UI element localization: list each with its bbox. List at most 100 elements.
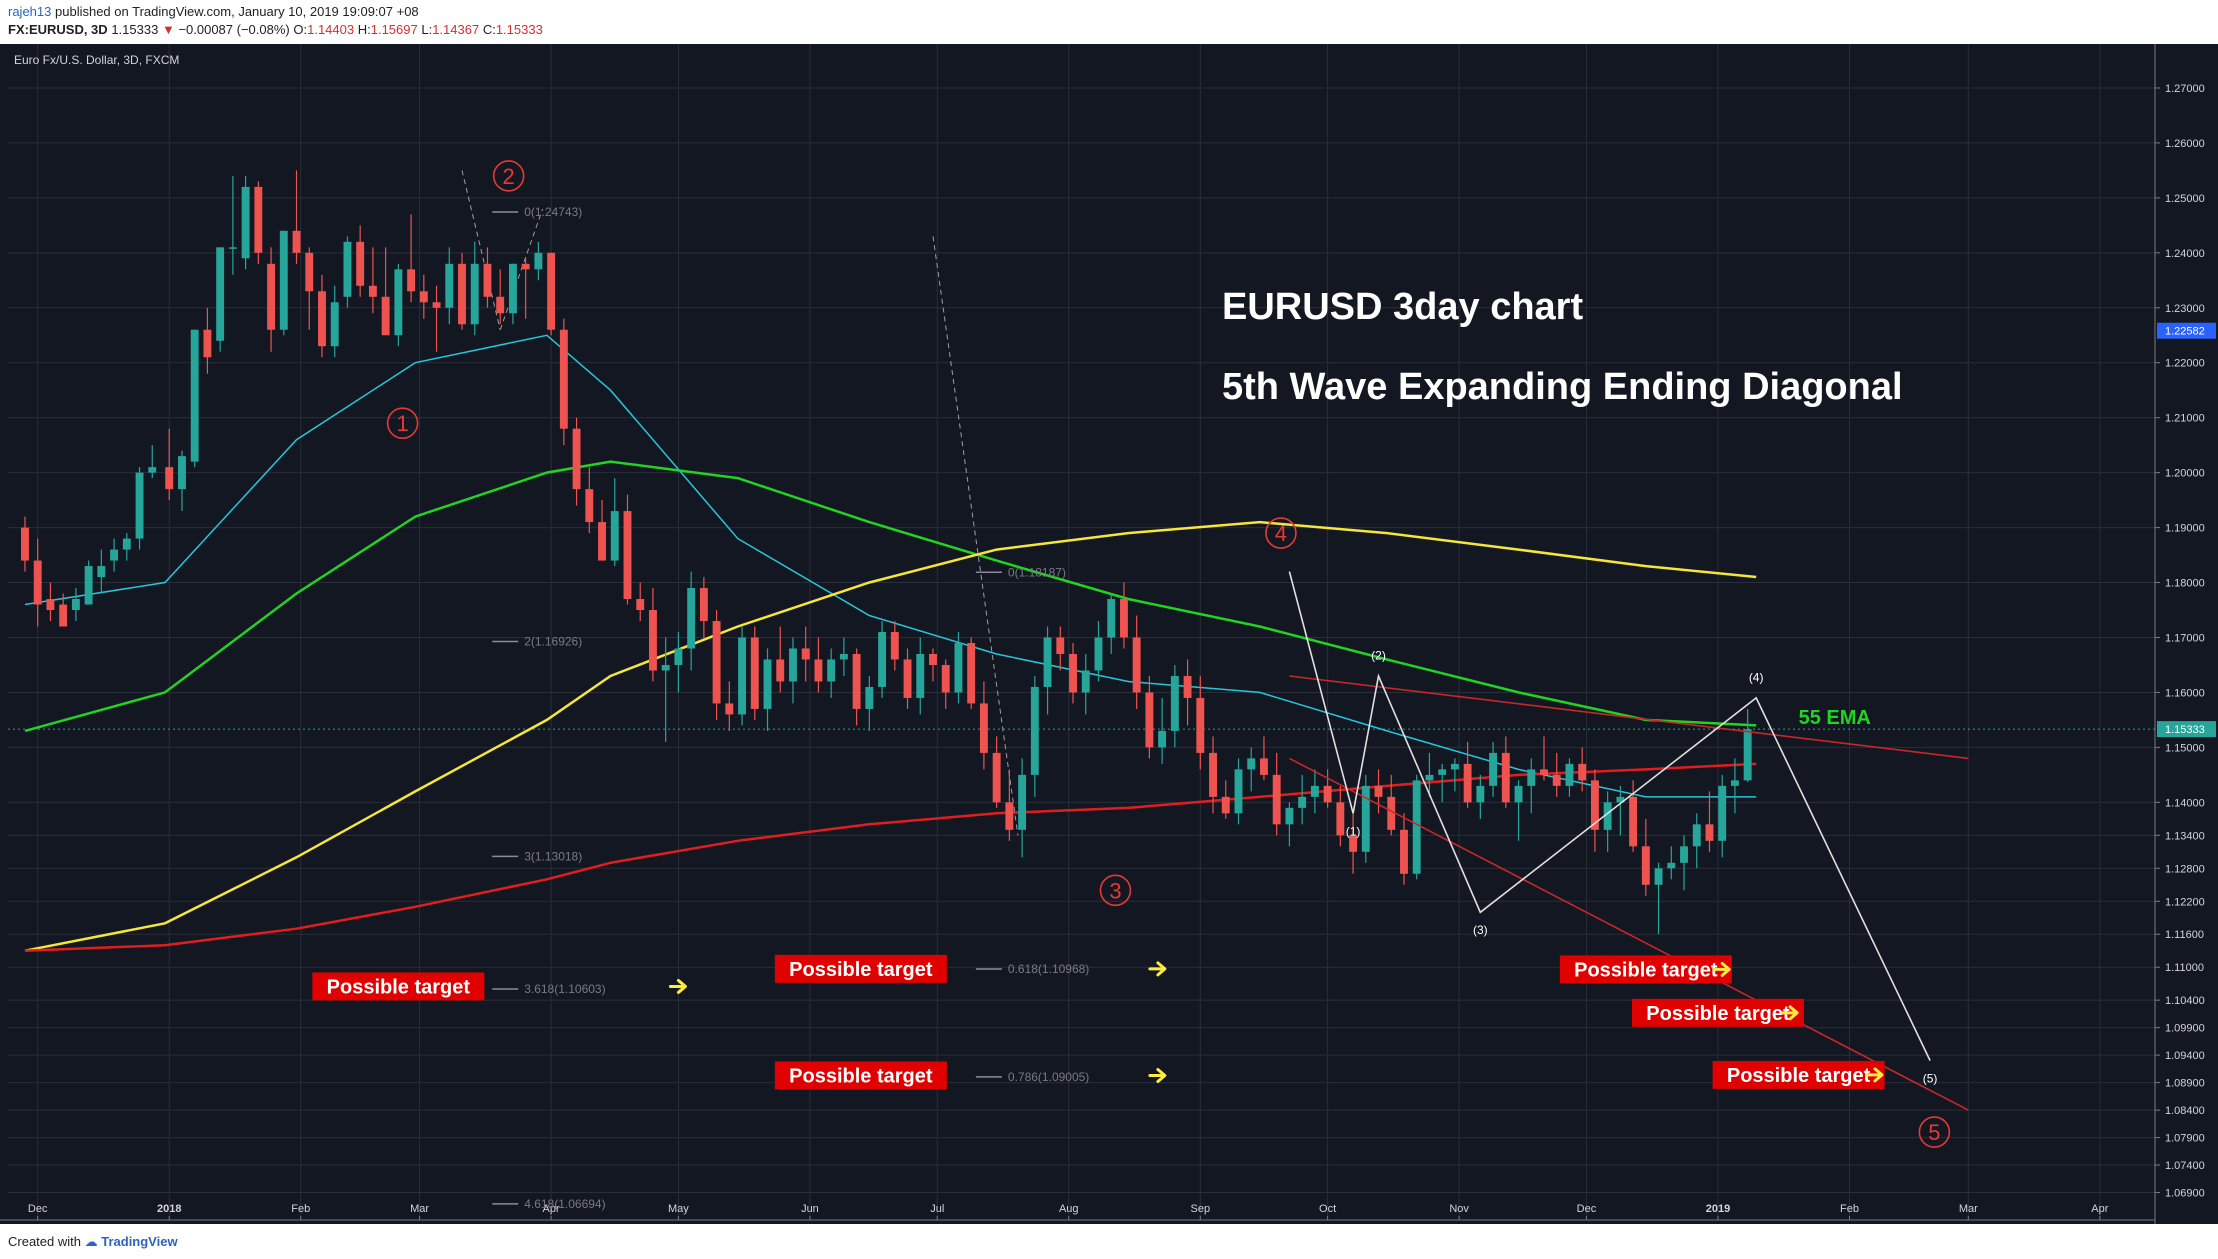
candle xyxy=(343,236,352,308)
candle xyxy=(135,467,144,550)
candle-body xyxy=(254,186,263,253)
candle-body xyxy=(458,263,466,325)
candle xyxy=(1667,846,1676,880)
candle xyxy=(1272,752,1281,836)
possible-target-label: Possible target xyxy=(1559,955,1732,984)
candle xyxy=(279,230,288,336)
price-tick-label: 1.08900 xyxy=(2165,1078,2205,1090)
candle xyxy=(508,263,517,325)
candle-body xyxy=(1005,802,1014,830)
candle xyxy=(97,549,106,594)
price-badge xyxy=(2157,721,2216,738)
price-chart[interactable]: 1.27000 1.26000 1.25000 1.24000 1.23000 1.220… xyxy=(0,44,2218,1224)
candle xyxy=(839,637,848,676)
candle-body xyxy=(508,263,517,314)
candle xyxy=(1196,675,1205,770)
candle-body xyxy=(190,329,199,462)
candle-body xyxy=(1400,829,1408,874)
candle xyxy=(534,241,543,281)
candle xyxy=(903,648,912,709)
chart-footer: Created with ☁ TradingView xyxy=(0,1224,2218,1259)
candle-body xyxy=(725,703,734,715)
candle xyxy=(598,500,606,561)
candle xyxy=(496,269,505,325)
candle-body xyxy=(1272,774,1281,825)
candle xyxy=(1209,736,1217,814)
candle-body xyxy=(1119,599,1128,638)
price-tick-label: 1.15000 xyxy=(2165,742,2205,754)
wave-label-1: 1 xyxy=(386,407,419,439)
candle-body xyxy=(496,296,505,314)
candle xyxy=(916,637,925,715)
candle xyxy=(1578,747,1587,792)
target-text: Possible target xyxy=(789,1065,933,1087)
candle xyxy=(1527,758,1536,814)
candle-body xyxy=(1361,785,1370,852)
low-label: L: xyxy=(421,22,433,37)
fib-level-label: 0.618(1.10968) xyxy=(1008,962,1089,976)
candle-body xyxy=(572,428,581,490)
candle-body xyxy=(1425,774,1434,781)
wave-label-5: 5 xyxy=(1918,1116,1951,1148)
candle xyxy=(1463,741,1472,808)
candle xyxy=(1603,791,1612,852)
candles xyxy=(21,170,1752,935)
candle-body xyxy=(1183,675,1192,698)
candle xyxy=(623,494,632,605)
wave-circle xyxy=(1918,1116,1951,1148)
author-link[interactable]: rajeh13 xyxy=(8,4,52,19)
candle-body xyxy=(1209,752,1217,797)
candle-body xyxy=(1718,785,1727,841)
candle-body xyxy=(33,560,42,605)
possible-target-label: Possible target xyxy=(312,972,687,1001)
candle-body xyxy=(1069,653,1077,693)
price-tick-label: 1.08400 xyxy=(2165,1105,2205,1117)
candle-body xyxy=(97,566,106,578)
candle xyxy=(71,588,80,622)
candle xyxy=(1450,758,1459,792)
candle xyxy=(1107,593,1116,654)
series-line xyxy=(24,460,1757,733)
candle xyxy=(1730,758,1739,814)
price-tick-label: 1.17000 xyxy=(2165,632,2205,644)
candle xyxy=(789,637,797,704)
candle-body xyxy=(929,653,937,665)
candle xyxy=(1743,708,1752,783)
target-text: Possible target xyxy=(789,959,933,981)
subwave-label: (1) xyxy=(1346,824,1361,838)
candle xyxy=(267,247,276,352)
candle-body xyxy=(1221,796,1230,814)
candle xyxy=(1540,736,1548,781)
created-with-label: Created with xyxy=(8,1234,81,1249)
tradingview-brand[interactable]: TradingView xyxy=(101,1234,178,1249)
candle xyxy=(967,637,976,709)
candle-body xyxy=(318,291,326,347)
price-tick-label: 1.13400 xyxy=(2165,830,2205,842)
close-value: 1.15333 xyxy=(495,22,543,37)
candle xyxy=(165,428,174,501)
chart-title: EURUSD 3day chart xyxy=(1222,286,1583,328)
candle-body xyxy=(330,302,339,347)
candle xyxy=(725,681,734,731)
candle xyxy=(941,659,950,709)
fib-level-label: 3.618(1.10603) xyxy=(524,982,605,996)
candle-body xyxy=(1654,868,1663,885)
yellow-arrow-icon xyxy=(1148,1067,1167,1083)
fib-level-label: 0(1.24743) xyxy=(524,205,582,219)
price-tick-label: 1.09900 xyxy=(2165,1023,2205,1035)
candle-body xyxy=(1030,686,1039,775)
candle-body xyxy=(292,230,301,253)
dashed-swing-3 xyxy=(932,236,1019,836)
candle xyxy=(992,736,1001,808)
candle-body xyxy=(776,659,785,682)
lower-diagonal xyxy=(1289,757,1969,1111)
wave-circle xyxy=(1265,517,1297,549)
high-label: H: xyxy=(357,22,371,37)
publish-info: published on TradingView.com, January 10… xyxy=(55,4,419,19)
candle xyxy=(929,648,937,682)
candle xyxy=(814,637,823,693)
candle xyxy=(1081,653,1090,715)
price-tick-label: 1.26000 xyxy=(2165,138,2205,150)
candle-body xyxy=(1578,763,1587,781)
candle xyxy=(203,307,212,374)
